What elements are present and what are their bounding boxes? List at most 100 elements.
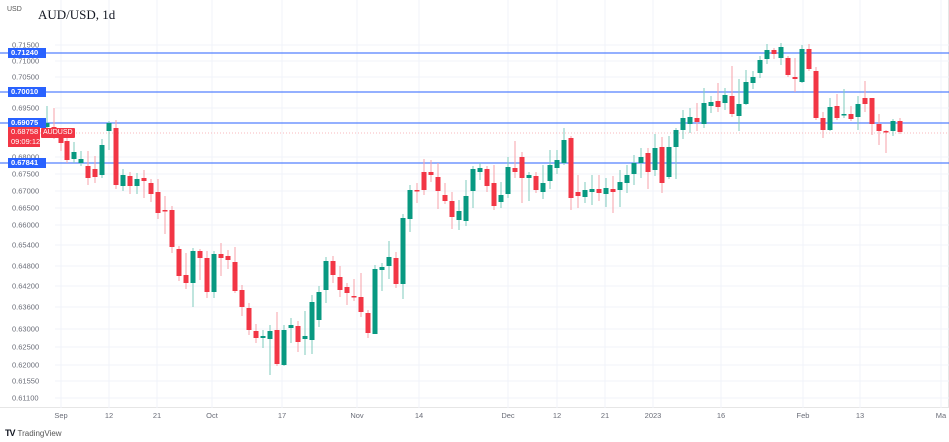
candle	[456, 211, 462, 220]
y-tick-label: 0.64800	[12, 261, 40, 271]
x-tick-label: 17	[277, 411, 287, 420]
currency-label: USD	[7, 6, 22, 13]
candlestick-chart[interactable]	[0, 0, 949, 408]
level-price-label: 0.69075	[8, 118, 46, 128]
candle	[239, 290, 245, 307]
candle	[379, 267, 385, 270]
candle	[463, 196, 469, 221]
candle	[869, 98, 875, 124]
symbol-tag: AUDUSD	[41, 128, 75, 138]
x-tick-label: 2023	[644, 411, 662, 420]
y-tick-label: 0.66500	[12, 203, 40, 213]
candle	[792, 77, 798, 79]
candle	[568, 138, 574, 198]
candle	[666, 147, 672, 177]
candle	[799, 49, 805, 82]
candle	[477, 168, 483, 172]
candle	[855, 104, 861, 117]
x-tick-label: 12	[104, 411, 114, 420]
candle	[351, 296, 357, 298]
candle	[176, 249, 182, 276]
candle	[764, 50, 770, 59]
candle	[687, 117, 693, 124]
candle	[106, 123, 112, 131]
candle	[85, 166, 91, 178]
candle	[78, 159, 84, 163]
y-tick-label: 0.71000	[12, 56, 40, 66]
candle	[44, 123, 50, 127]
candle	[267, 331, 273, 339]
candle	[638, 157, 644, 163]
candle	[246, 308, 252, 330]
candle	[841, 114, 847, 116]
candle	[897, 121, 903, 132]
y-tick-label: 0.61100	[12, 393, 39, 403]
candle	[337, 277, 343, 290]
y-tick-label: 0.63000	[12, 324, 40, 334]
candle	[694, 118, 700, 122]
candle	[127, 176, 133, 186]
candle	[449, 201, 455, 217]
candle	[547, 165, 553, 181]
candle	[148, 183, 154, 194]
x-tick-label: 21	[600, 411, 610, 420]
candle	[834, 106, 840, 118]
candle	[183, 275, 189, 283]
candle	[323, 261, 329, 290]
candle	[890, 121, 896, 131]
candle	[372, 269, 378, 334]
y-tick-label: 0.66000	[12, 220, 40, 230]
candle	[876, 124, 882, 131]
y-tick-label: 0.62000	[12, 360, 40, 370]
candle	[253, 331, 259, 338]
candle	[393, 258, 399, 284]
y-tick-label: 0.61550	[12, 376, 40, 386]
x-tick-label: Dec	[501, 411, 515, 420]
candle	[715, 101, 721, 107]
candle	[827, 107, 833, 130]
last-price: 0.68758	[11, 127, 39, 136]
x-tick-label: 21	[152, 411, 162, 420]
candle	[673, 130, 679, 147]
candle	[414, 190, 420, 192]
tradingview-logo[interactable]: TV TradingView	[5, 428, 62, 438]
candle	[435, 177, 441, 191]
candle	[386, 257, 392, 266]
candle	[134, 179, 140, 186]
candle	[169, 210, 175, 247]
candle	[197, 251, 203, 258]
candle	[589, 189, 595, 192]
x-tick-label: 14	[414, 411, 424, 420]
x-tick-label: Feb	[796, 411, 810, 420]
candle	[64, 141, 70, 160]
candle	[260, 336, 266, 338]
candle	[617, 182, 623, 190]
candle	[652, 148, 658, 170]
last-price-tag: 0.68758 09:09:12	[8, 127, 40, 147]
level-price-label: 0.71240	[8, 48, 46, 58]
candle	[330, 261, 336, 275]
x-tick-label: Oct	[206, 411, 218, 420]
candle	[785, 58, 791, 75]
y-tick-label: 0.71500	[12, 40, 40, 50]
candle	[736, 104, 742, 116]
candle	[505, 167, 511, 194]
candle	[365, 313, 371, 333]
candle	[58, 138, 64, 143]
candle	[750, 77, 756, 83]
chart-title: AUD/USD, 1d	[38, 7, 116, 22]
bar-countdown: 09:09:12	[11, 137, 41, 146]
candle	[729, 96, 735, 114]
candle	[407, 190, 413, 219]
candle	[512, 168, 518, 172]
candle	[519, 157, 525, 178]
plot-area[interactable]	[0, 0, 949, 408]
candle	[358, 297, 364, 312]
candle	[806, 49, 812, 69]
candle	[498, 195, 504, 202]
candle	[575, 192, 581, 196]
y-tick-label: 0.70500	[12, 72, 40, 82]
y-tick-label: 0.65400	[12, 240, 40, 250]
candle	[442, 195, 448, 201]
candle	[540, 183, 546, 192]
